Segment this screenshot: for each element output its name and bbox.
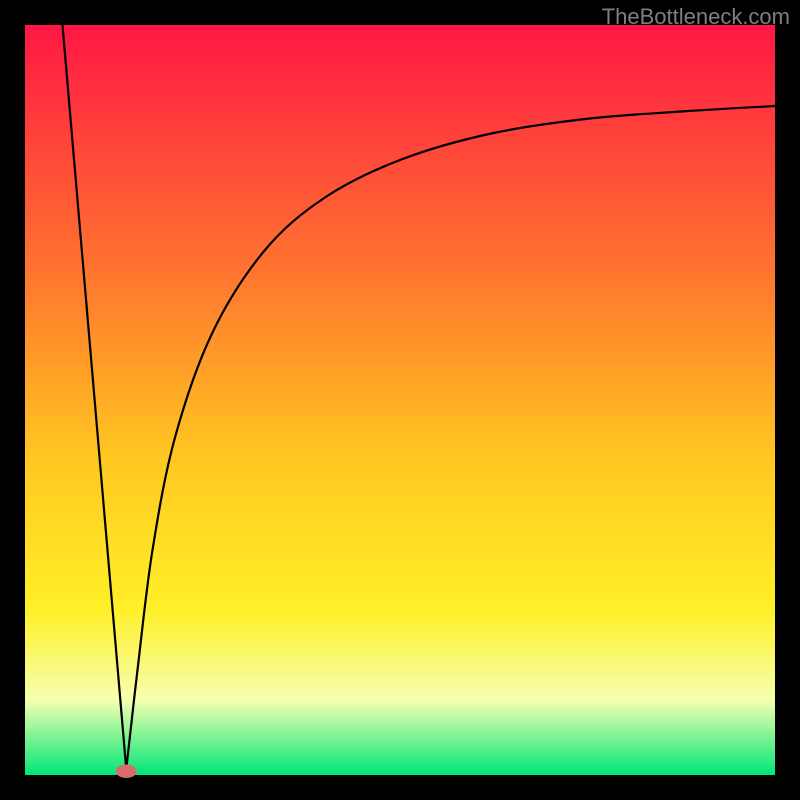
chart-plot-area — [25, 25, 775, 775]
valley-marker — [116, 765, 137, 778]
watermark-text: TheBottleneck.com — [602, 4, 790, 30]
bottleneck-curve — [63, 25, 776, 769]
curve-layer — [25, 25, 775, 775]
